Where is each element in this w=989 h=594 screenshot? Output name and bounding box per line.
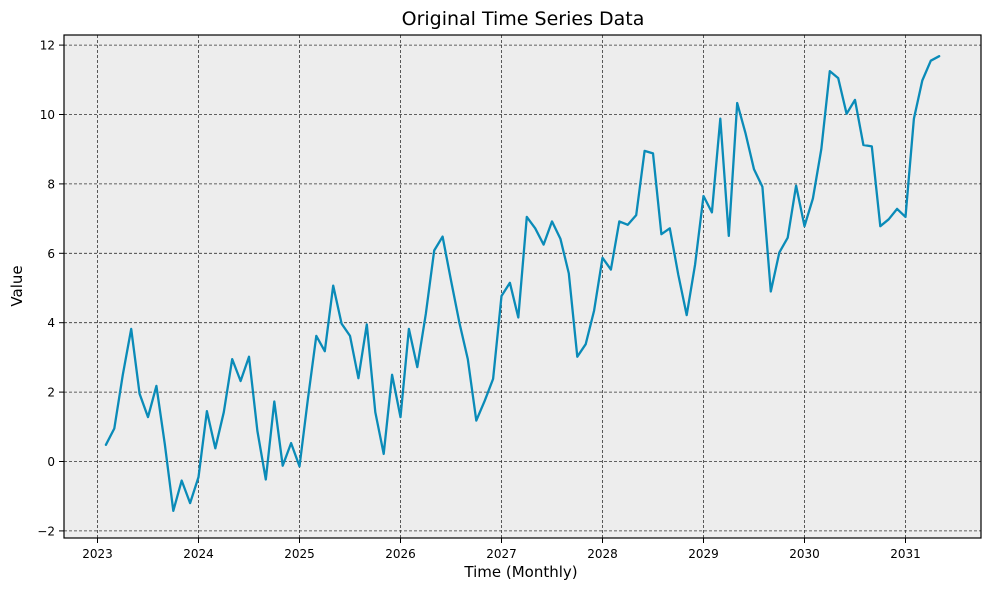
x-axis-label: Time (Monthly): [463, 563, 577, 581]
series-line: [104, 55, 941, 512]
x-tick-label: 2031: [890, 547, 921, 561]
chart-title: Original Time Series Data: [402, 8, 645, 30]
x-tick-label: 2023: [82, 547, 113, 561]
y-tick-label: 8: [47, 177, 55, 191]
y-tick-label: 6: [47, 247, 55, 261]
x-tick-label: 2027: [486, 547, 517, 561]
y-axis-ticks: −2 0 2 4 6 8 10 12: [37, 39, 64, 538]
y-tick-label: 2: [47, 386, 55, 400]
y-tick-label: 0: [47, 455, 55, 469]
grid-lines: [64, 35, 981, 538]
x-axis-ticks: 2023 2024 2025 2026 2027 2028 2029 2030 2031: [82, 538, 921, 561]
y-tick-label: 12: [40, 39, 55, 53]
x-tick-label: 2029: [688, 547, 719, 561]
plot-area: [64, 35, 981, 538]
x-tick-label: 2024: [183, 547, 214, 561]
x-tick-label: 2028: [587, 547, 618, 561]
y-tick-label: −2: [37, 524, 55, 538]
x-tick-label: 2026: [385, 547, 416, 561]
plot-frame: [63, 34, 982, 539]
y-tick-label: 10: [40, 108, 55, 122]
y-tick-label: 4: [47, 316, 55, 330]
x-tick-label: 2025: [284, 547, 315, 561]
y-axis-label: Value: [8, 265, 26, 306]
x-tick-label: 2030: [789, 547, 820, 561]
